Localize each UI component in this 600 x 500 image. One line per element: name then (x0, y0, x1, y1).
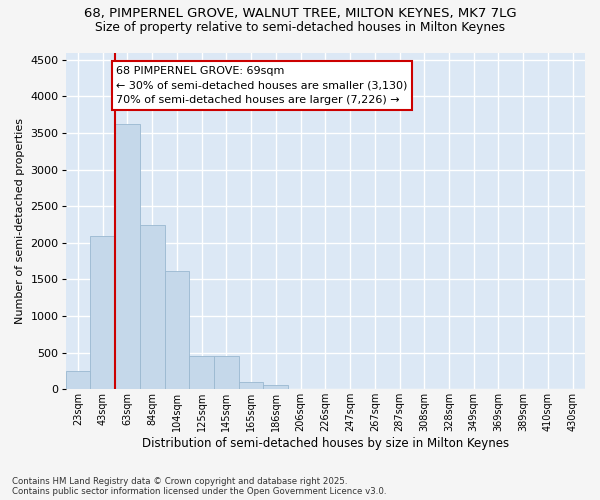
Bar (115, 124, 140, 390)
X-axis label: Distribution of semi-detached houses by size in Milton Keynes: Distribution of semi-detached houses by … (142, 437, 509, 450)
Text: Contains HM Land Registry data © Crown copyright and database right 2025.
Contai: Contains HM Land Registry data © Crown c… (12, 476, 386, 496)
Bar (239, 382, 263, 390)
Bar (189, 356, 214, 390)
Text: Size of property relative to semi-detached houses in Milton Keynes: Size of property relative to semi-detach… (95, 21, 505, 34)
Bar (263, 386, 288, 390)
Bar (65, 371, 91, 390)
Bar (164, 272, 189, 390)
Bar (140, 224, 164, 390)
Y-axis label: Number of semi-detached properties: Number of semi-detached properties (15, 118, 25, 324)
Text: 68 PIMPERNEL GROVE: 69sqm
← 30% of semi-detached houses are smaller (3,130)
70% : 68 PIMPERNEL GROVE: 69sqm ← 30% of semi-… (116, 66, 408, 106)
Bar (214, 356, 239, 390)
Text: 68, PIMPERNEL GROVE, WALNUT TREE, MILTON KEYNES, MK7 7LG: 68, PIMPERNEL GROVE, WALNUT TREE, MILTON… (83, 8, 517, 20)
Bar (91, 236, 115, 390)
